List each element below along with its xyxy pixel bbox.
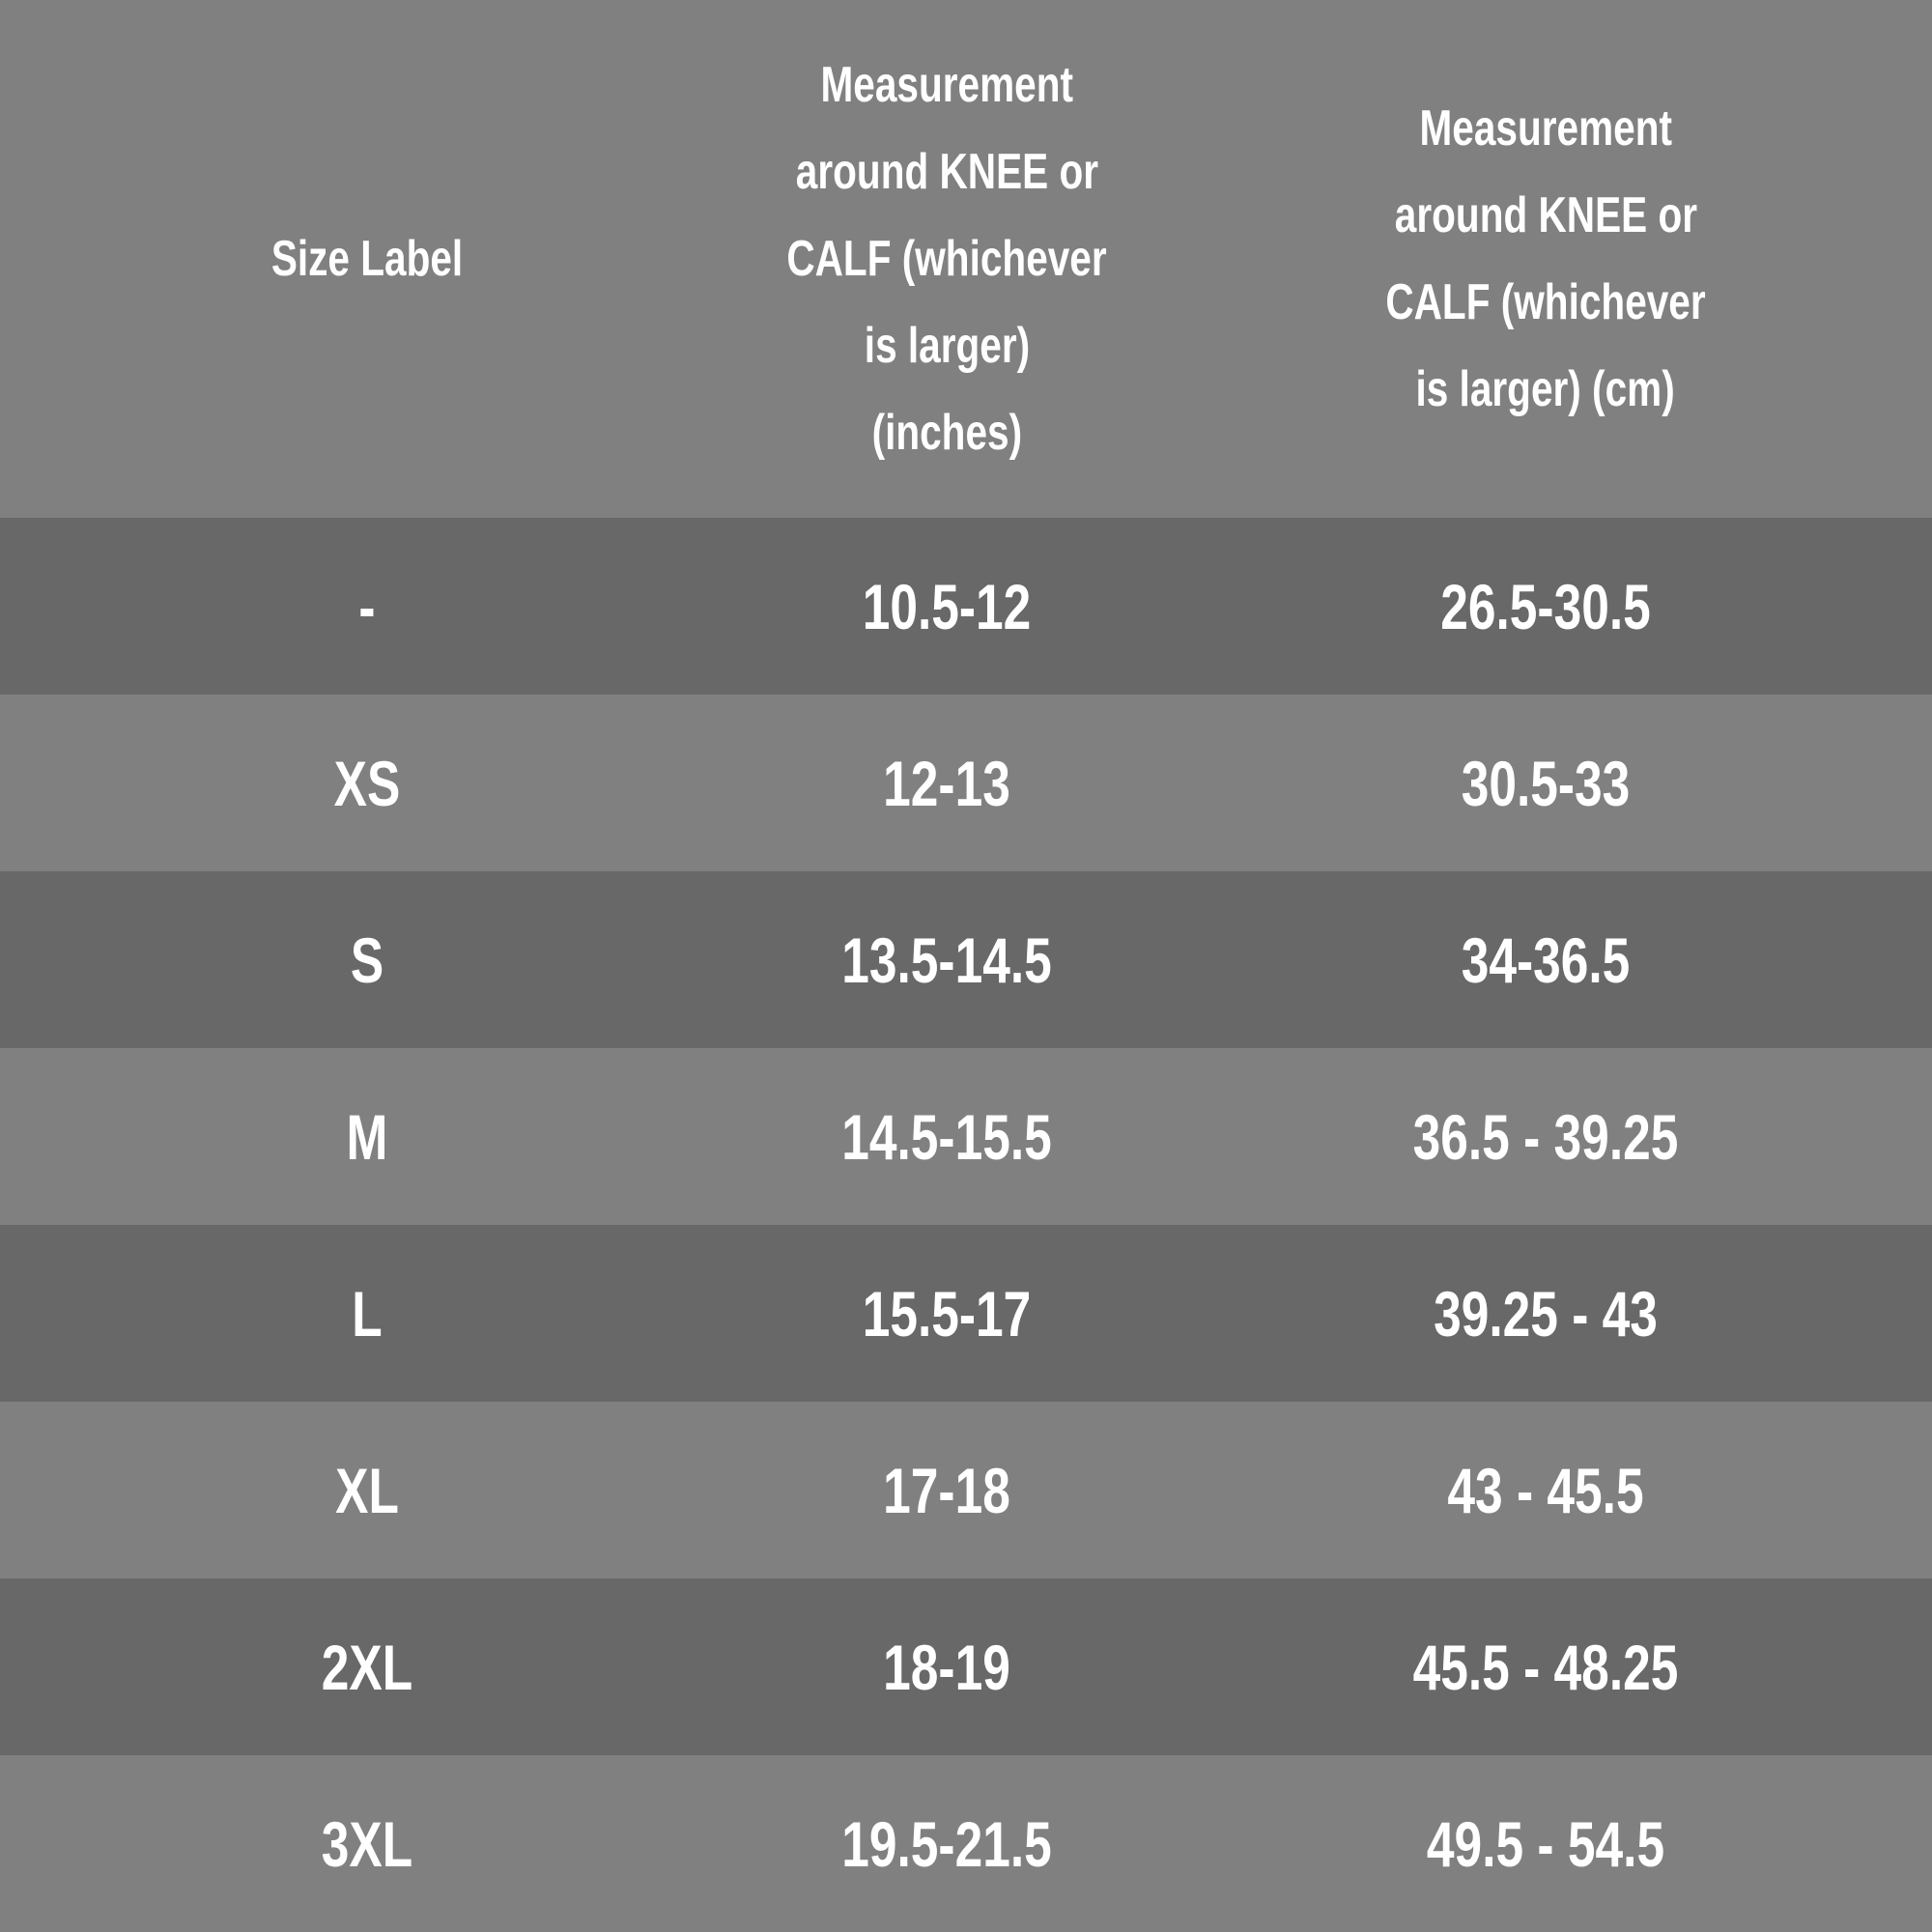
cell-text: XS <box>333 747 401 819</box>
cell-text: 45.5 - 48.25 <box>1412 1631 1679 1703</box>
header-text: CALF (whichever <box>786 231 1107 287</box>
header-text: (inches) <box>871 405 1022 461</box>
cell-text: 12-13 <box>883 747 1010 819</box>
table-cell: 10.5-12 <box>838 518 1055 695</box>
cell-text: 49.5 - 54.5 <box>1426 1807 1665 1880</box>
table-row: XL 17-18 43 - 45.5 <box>0 1402 1932 1578</box>
header-text: Measurement <box>820 57 1073 113</box>
table-cell: XS <box>325 695 410 871</box>
table-cell: XL <box>327 1402 408 1578</box>
table-cell: 13.5-14.5 <box>812 871 1082 1048</box>
table-row: XS 12-13 30.5-33 <box>0 695 1932 871</box>
table-cell: 19.5-21.5 <box>812 1755 1082 1932</box>
table-cell: 18-19 <box>866 1578 1029 1755</box>
cell-text: 18-19 <box>883 1631 1010 1703</box>
table-cell: - <box>356 518 378 695</box>
table-cell: 34-36.5 <box>1437 871 1654 1048</box>
table-cell: M <box>341 1048 394 1225</box>
table-row: S 13.5-14.5 34-36.5 <box>0 871 1932 1048</box>
cell-text: 19.5-21.5 <box>841 1807 1052 1880</box>
cell-text: 30.5-33 <box>1461 747 1631 819</box>
cell-text: 36.5 - 39.25 <box>1412 1100 1679 1173</box>
table-cell: 45.5 - 48.25 <box>1376 1578 1716 1755</box>
cell-text: 43 - 45.5 <box>1447 1454 1644 1526</box>
header-text: CALF (whichever <box>1385 274 1706 330</box>
cell-text: 15.5-17 <box>862 1277 1032 1350</box>
header-cell: Size Label <box>244 0 490 518</box>
table-cell: 3XL <box>308 1755 425 1932</box>
cell-text: 26.5-30.5 <box>1440 570 1651 642</box>
table-row: M 14.5-15.5 36.5 - 39.25 <box>0 1048 1932 1225</box>
cell-text: XL <box>335 1454 399 1526</box>
cell-text: 13.5-14.5 <box>841 923 1052 996</box>
table-cell: 15.5-17 <box>838 1225 1055 1402</box>
header-cell: Measurement around KNEE or CALF (whichever… <box>1341 0 1751 518</box>
cell-text: 14.5-15.5 <box>841 1100 1052 1173</box>
table-cell: 30.5-33 <box>1437 695 1654 871</box>
table-cell: 2XL <box>308 1578 425 1755</box>
table-cell: S <box>346 871 388 1048</box>
cell-text: 17-18 <box>883 1454 1010 1526</box>
header-text: Size Label <box>270 231 464 287</box>
header-text: around KNEE or <box>795 144 1098 200</box>
cell-text: 39.25 - 43 <box>1434 1277 1658 1350</box>
cell-text: M <box>346 1100 388 1173</box>
table-cell: 36.5 - 39.25 <box>1376 1048 1716 1225</box>
cell-text: 3XL <box>321 1807 413 1880</box>
cell-text: 34-36.5 <box>1461 923 1631 996</box>
cell-text: S <box>350 923 384 996</box>
cell-text: - <box>358 570 376 642</box>
table-cell: 12-13 <box>866 695 1029 871</box>
header-text: is larger) <box>864 318 1030 374</box>
table-cell: 49.5 - 54.5 <box>1393 1755 1698 1932</box>
cell-text: 2XL <box>321 1631 413 1703</box>
table-cell: 14.5-15.5 <box>812 1048 1082 1225</box>
table-cell: 39.25 - 43 <box>1402 1225 1689 1402</box>
cell-text: L <box>352 1277 383 1350</box>
table-row: L 15.5-17 39.25 - 43 <box>0 1225 1932 1402</box>
header-text: is larger) (cm) <box>1415 361 1676 417</box>
table-row: 2XL 18-19 45.5 - 48.25 <box>0 1578 1932 1755</box>
table-cell: 17-18 <box>866 1402 1029 1578</box>
header-text: around KNEE or <box>1394 187 1697 243</box>
table-row: 3XL 19.5-21.5 49.5 - 54.5 <box>0 1755 1932 1932</box>
table-cell: 26.5-30.5 <box>1411 518 1681 695</box>
table-row: - 10.5-12 26.5-30.5 <box>0 518 1932 695</box>
cell-text: 10.5-12 <box>862 570 1032 642</box>
header-text: Measurement <box>1419 100 1672 156</box>
table-cell: L <box>348 1225 386 1402</box>
table-cell: 43 - 45.5 <box>1420 1402 1672 1578</box>
header-cell: Measurement around KNEE or CALF (whichever… <box>742 0 1152 518</box>
header-row: Size Label Measurement around KNEE or CALF … <box>0 0 1932 518</box>
